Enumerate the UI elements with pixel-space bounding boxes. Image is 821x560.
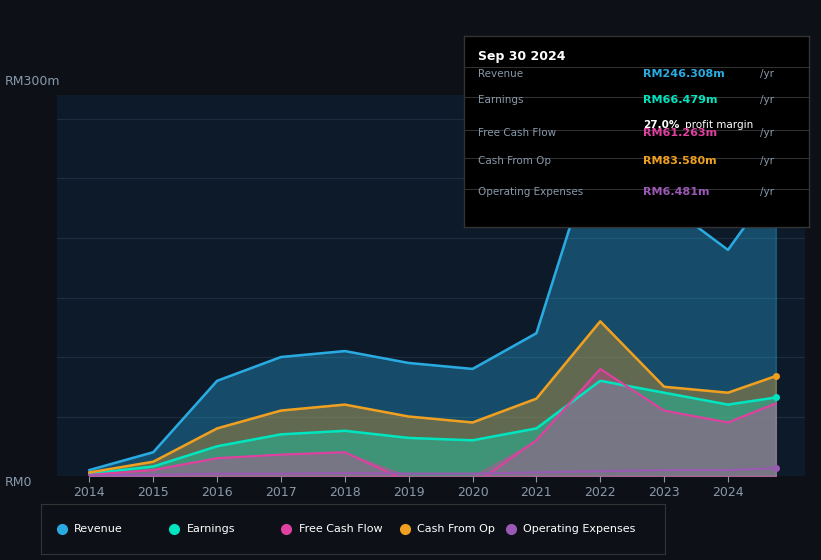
Text: Sep 30 2024: Sep 30 2024: [478, 50, 565, 63]
Text: Cash From Op: Cash From Op: [478, 156, 551, 166]
Text: Cash From Op: Cash From Op: [417, 524, 495, 534]
Text: /yr: /yr: [760, 187, 774, 197]
Text: Operating Expenses: Operating Expenses: [523, 524, 635, 534]
Text: Revenue: Revenue: [74, 524, 123, 534]
Text: Revenue: Revenue: [478, 69, 523, 79]
Text: Free Cash Flow: Free Cash Flow: [478, 128, 556, 138]
Text: Operating Expenses: Operating Expenses: [478, 187, 583, 197]
Text: RM83.580m: RM83.580m: [643, 156, 717, 166]
Text: /yr: /yr: [760, 156, 774, 166]
Text: /yr: /yr: [760, 95, 774, 105]
Text: RM6.481m: RM6.481m: [643, 187, 709, 197]
Text: 27.0%: 27.0%: [643, 120, 680, 130]
Text: Earnings: Earnings: [478, 95, 523, 105]
Text: RM246.308m: RM246.308m: [643, 69, 725, 79]
Text: RM0: RM0: [5, 476, 33, 489]
Text: /yr: /yr: [760, 69, 774, 79]
Text: Free Cash Flow: Free Cash Flow: [299, 524, 383, 534]
Text: RM61.263m: RM61.263m: [643, 128, 718, 138]
Text: Earnings: Earnings: [186, 524, 235, 534]
Text: RM66.479m: RM66.479m: [643, 95, 718, 105]
Text: RM300m: RM300m: [5, 74, 61, 87]
Text: /yr: /yr: [760, 128, 774, 138]
Text: profit margin: profit margin: [685, 120, 753, 130]
